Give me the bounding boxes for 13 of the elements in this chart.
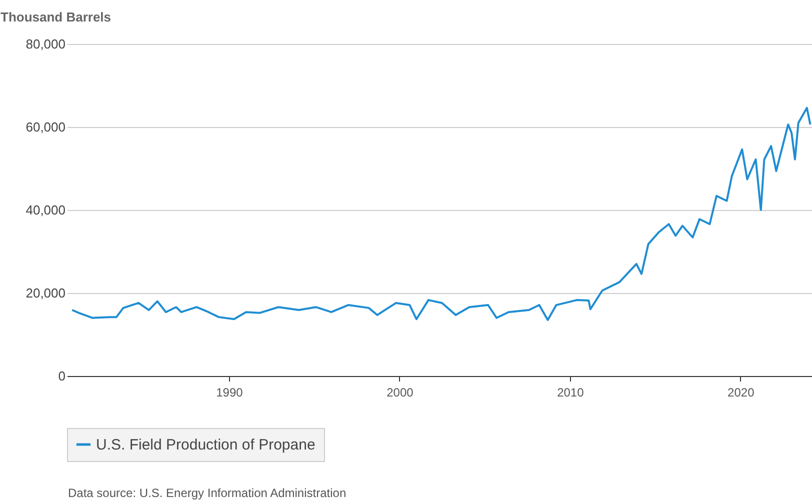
y-tick-label: 0 <box>58 368 66 384</box>
y-tick-label: 60,000 <box>26 120 66 134</box>
source-note: Data source: U.S. Energy Information Administration <box>68 486 346 500</box>
line-series <box>71 106 812 321</box>
x-tick-label: 2000 <box>386 386 414 400</box>
x-tick-label: 2020 <box>728 386 755 400</box>
legend-label: U.S. Field Production of Propane <box>96 436 316 454</box>
y-tick-label: 80,000 <box>26 36 66 52</box>
y-axis-title: Thousand Barrels <box>0 10 112 24</box>
y-tick-label: 40,000 <box>26 202 66 218</box>
x-tick-label: 1990 <box>216 386 244 400</box>
x-tick-label: 2010 <box>557 386 584 400</box>
y-tick-label: 20,000 <box>26 286 66 300</box>
